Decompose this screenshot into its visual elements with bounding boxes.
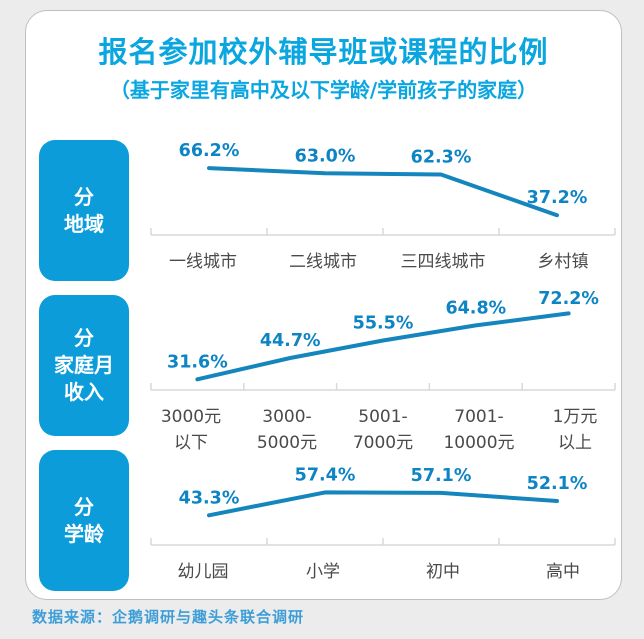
svg-text:63.0%: 63.0% [295,146,356,166]
svg-text:37.2%: 37.2% [527,188,588,208]
category-label: 二线城市 [289,252,357,272]
income-category-labels: 3000元 以下 3000- 5000元 5001- 7000元 7001- 1000… [143,400,621,456]
svg-text:64.8%: 64.8% [445,298,506,318]
page-title: 报名参加校外辅导班或课程的比例 [98,35,549,69]
category-label: 高中 [546,562,580,582]
region-category-labels: 一线城市 二线城市 三四线城市 乡村镇 [143,245,621,276]
income-chart: 31.6% 44.7% 55.5% 64.8% 72.2% 3000元 以下 3000- … [143,288,621,453]
category-label: 三四线城市 [400,252,486,272]
svg-text:55.5%: 55.5% [353,314,414,334]
category-label: 5001- 7000元 [352,407,414,453]
svg-text:31.6%: 31.6% [167,352,228,372]
category-label: 1万元 以上 [552,407,598,453]
school-age-category-labels: 幼儿园 小学 初中 高中 [143,555,621,586]
infographic-card: 报名参加校外辅导班或课程的比例 （基于家里有高中及以下学龄/学前孩子的家庭） 分… [25,10,622,600]
category-label: 一线城市 [169,252,237,272]
group-label-school-age: 分 学龄 [39,450,129,591]
data-source-note: 数据来源：企鹅调研与趣头条联合调研 [32,608,305,626]
school-age-line-chart: 43.3% 57.4% 57.1% 52.1% [150,465,616,546]
region-line-chart: 66.2% 63.0% 62.3% 37.2% [150,141,616,236]
svg-text:66.2%: 66.2% [179,141,240,161]
category-label: 3000- 5000元 [256,407,318,453]
svg-text:57.4%: 57.4% [295,465,356,485]
svg-text:72.2%: 72.2% [538,289,599,309]
svg-text:57.1%: 57.1% [411,466,472,486]
category-label: 3000元 以下 [160,407,222,453]
page-subtitle: （基于家里有高中及以下学龄/学前孩子的家庭） [109,77,538,102]
category-label: 幼儿园 [177,562,229,582]
svg-text:62.3%: 62.3% [411,147,472,167]
section-region: 分 地域 66.2% 63.0% 62.3% 37.2% 一线城市 二线城市 三四线城市 乡… [26,133,621,288]
region-chart: 66.2% 63.0% 62.3% 37.2% 一线城市 二线城市 三四线城市 乡村镇 [143,133,621,288]
school-age-chart: 43.3% 57.4% 57.1% 52.1% 幼儿园 小学 初中 高中 [143,443,621,598]
title-block: 报名参加校外辅导班或课程的比例 （基于家里有高中及以下学龄/学前孩子的家庭） [26,11,621,133]
section-school-age: 分 学龄 43.3% 57.4% 57.1% 52.1% 幼儿园 小学 初中 高中 [26,443,621,598]
group-label-income: 分 家庭月 收入 [39,295,129,436]
income-line-chart: 31.6% 44.7% 55.5% 64.8% 72.2% [150,289,616,391]
section-income: 分 家庭月 收入 31.6% 44.7% 55.5% 64.8% 72.2% 3000元… [26,288,621,453]
category-label: 小学 [306,562,340,582]
group-label-region: 分 地域 [39,140,129,281]
svg-text:43.3%: 43.3% [179,488,240,508]
category-label: 初中 [426,562,460,582]
category-label: 乡村镇 [537,252,589,272]
svg-text:44.7%: 44.7% [260,331,321,351]
svg-text:52.1%: 52.1% [527,474,588,494]
category-label: 7001- 10000元 [443,407,515,453]
